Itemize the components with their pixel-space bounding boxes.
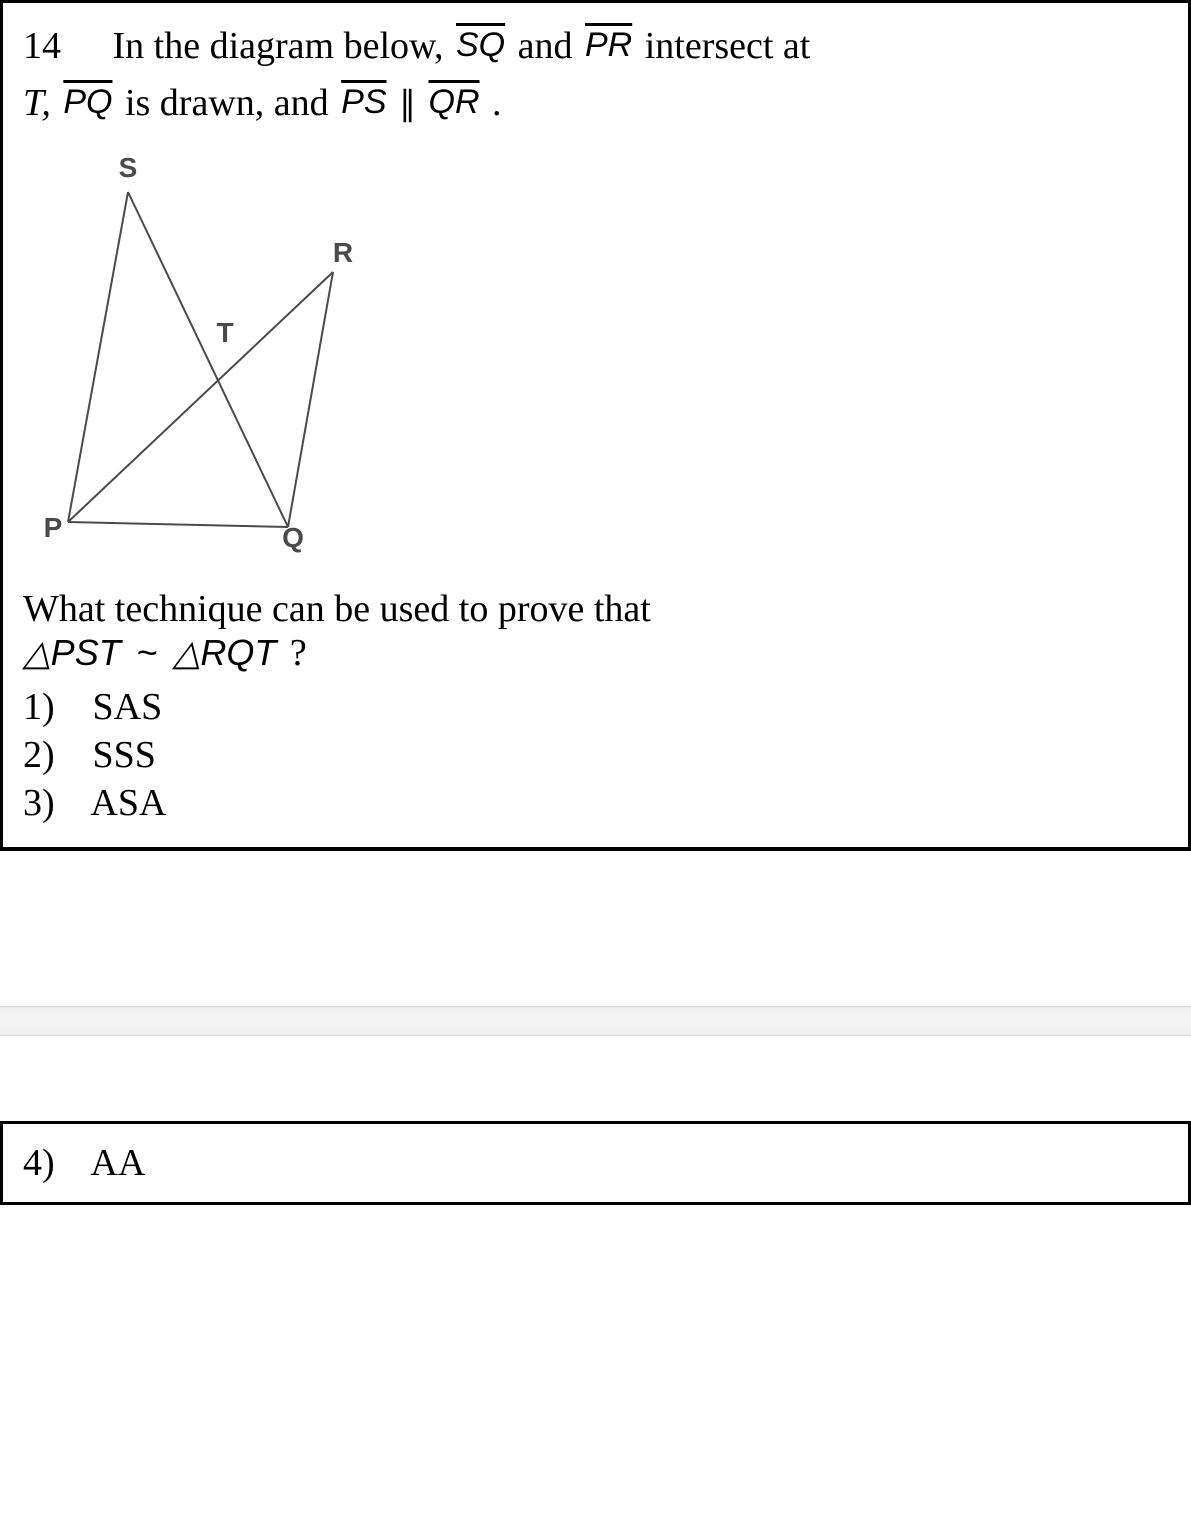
choice-4-num: 4) (23, 1141, 83, 1185)
choice-4[interactable]: 4) AA (23, 1139, 1168, 1187)
choice-1-num: 1) (23, 685, 83, 729)
choice-1-text: SAS (93, 686, 163, 728)
text-part1: In the diagram below, (113, 25, 453, 67)
segment-pq: PQ (63, 83, 112, 121)
choice-2-num: 2) (23, 733, 83, 777)
edge-P-S (68, 192, 128, 522)
bottom-answer-box: 4) AA (0, 1121, 1191, 1205)
segment-pr: PR (585, 26, 632, 64)
question-text: What technique can be used to prove that… (23, 587, 1168, 675)
triangle-rqt: △RQT (173, 632, 277, 673)
vertex-label-Q: Q (282, 522, 304, 553)
gray-divider-bar (0, 1006, 1191, 1036)
choice-4-text: AA (90, 1142, 145, 1184)
choice-3[interactable]: 3) ASA (23, 779, 1168, 827)
segment-qr: QR (429, 83, 480, 121)
question-line1: What technique can be used to prove that (23, 588, 651, 630)
text-line2-start: T, (23, 82, 60, 124)
vertex-label-S: S (119, 152, 138, 183)
choice-2-text: SSS (93, 734, 156, 776)
period: . (492, 82, 502, 124)
edge-Q-R (288, 272, 333, 527)
choice-2[interactable]: 2) SSS (23, 731, 1168, 779)
gap-section (0, 851, 1191, 1121)
problem-statement: 14 In the diagram below, SQ and PR inter… (23, 18, 1168, 132)
vertex-label-R: R (333, 237, 353, 268)
text-part3: intersect at (645, 25, 811, 67)
diagram-svg: S P Q R T (33, 152, 393, 572)
parallel-symbol: ∥ (399, 85, 416, 123)
edge-P-R (68, 272, 333, 522)
choice-3-text: ASA (90, 782, 166, 824)
vertex-label-P: P (44, 512, 63, 543)
vertex-label-T: T (216, 317, 233, 348)
geometry-diagram: S P Q R T (23, 152, 1168, 572)
choice-1[interactable]: 1) SAS (23, 683, 1168, 731)
text-part2: and (518, 25, 582, 67)
edge-S-Q (128, 192, 288, 527)
segment-sq: SQ (456, 26, 505, 64)
text-line2-mid: is drawn, and (125, 82, 338, 124)
question-number: 14 (23, 18, 103, 75)
choice-3-num: 3) (23, 781, 83, 825)
answer-choices: 1) SAS 2) SSS 3) ASA (23, 683, 1168, 827)
edge-P-Q (68, 522, 288, 527)
question-mark: ? (290, 632, 307, 674)
similar-symbol: ~ (136, 632, 157, 673)
segment-ps: PS (341, 83, 386, 121)
problem-box: 14 In the diagram below, SQ and PR inter… (0, 0, 1191, 851)
triangle-pst: △PST (23, 632, 121, 673)
